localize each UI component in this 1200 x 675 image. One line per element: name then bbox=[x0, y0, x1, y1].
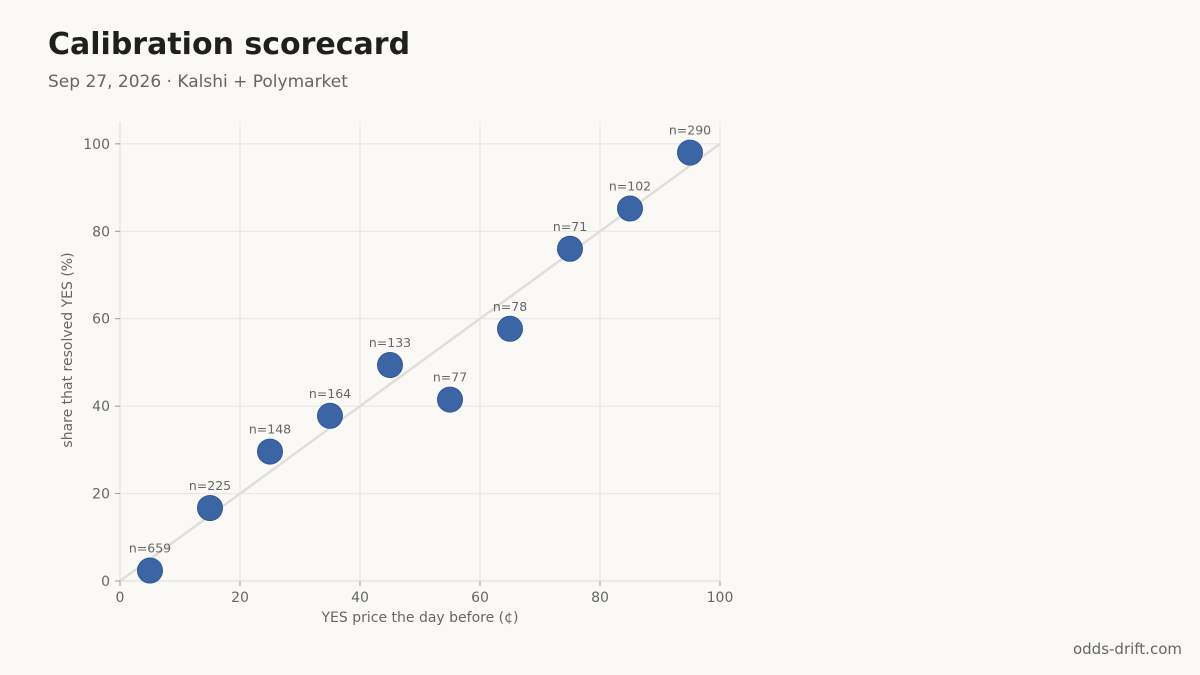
data-point bbox=[557, 235, 583, 262]
x-tick-label: 60 bbox=[471, 590, 489, 606]
x-tick-label: 100 bbox=[707, 590, 734, 606]
x-axis-label: YES price the day before (¢) bbox=[321, 610, 519, 626]
point-count-label: n=77 bbox=[433, 370, 467, 385]
x-tick-label: 0 bbox=[116, 590, 125, 606]
point-count-label: n=102 bbox=[609, 179, 651, 194]
point-label-layer: n=659 n=225 n=148 n=164 n=133 n=77 n=78 n=71 n=1… bbox=[129, 123, 711, 556]
y-tick-label: 100 bbox=[83, 137, 110, 153]
y-tick-label: 60 bbox=[92, 312, 110, 328]
axis-layer: 0 20 40 60 80 100 0 20 40 60 80 100 bbox=[83, 122, 733, 606]
data-point bbox=[617, 195, 643, 222]
data-point bbox=[377, 352, 403, 379]
y-axis-label: share that resolved YES (%) bbox=[60, 252, 76, 447]
data-point bbox=[677, 139, 703, 166]
point-count-label: n=71 bbox=[553, 219, 587, 234]
y-tick-label: 0 bbox=[101, 574, 110, 590]
point-count-label: n=148 bbox=[249, 422, 291, 437]
point-count-label: n=290 bbox=[669, 123, 711, 138]
data-point bbox=[317, 402, 343, 429]
point-count-label: n=659 bbox=[129, 541, 171, 556]
point-count-label: n=164 bbox=[309, 386, 351, 401]
data-point bbox=[497, 315, 523, 342]
y-tick-label: 80 bbox=[92, 224, 110, 240]
y-tick-label: 40 bbox=[92, 399, 110, 415]
chart-title: Calibration scorecard bbox=[48, 27, 411, 62]
x-tick-label: 80 bbox=[591, 590, 609, 606]
point-count-label: n=78 bbox=[493, 299, 527, 314]
point-count-label: n=133 bbox=[369, 335, 411, 350]
data-point bbox=[137, 557, 163, 584]
data-point bbox=[197, 494, 223, 521]
y-tick-label: 20 bbox=[92, 487, 110, 503]
point-count-label: n=225 bbox=[189, 478, 231, 493]
x-tick-label: 20 bbox=[231, 590, 249, 606]
data-point bbox=[437, 386, 463, 413]
x-tick-label: 40 bbox=[351, 590, 369, 606]
source-credit: odds-drift.com bbox=[1072, 640, 1182, 658]
point-layer bbox=[137, 139, 703, 584]
chart-subtitle: Sep 27, 2026 · Kalshi + Polymarket bbox=[48, 72, 348, 92]
data-point bbox=[257, 438, 283, 465]
